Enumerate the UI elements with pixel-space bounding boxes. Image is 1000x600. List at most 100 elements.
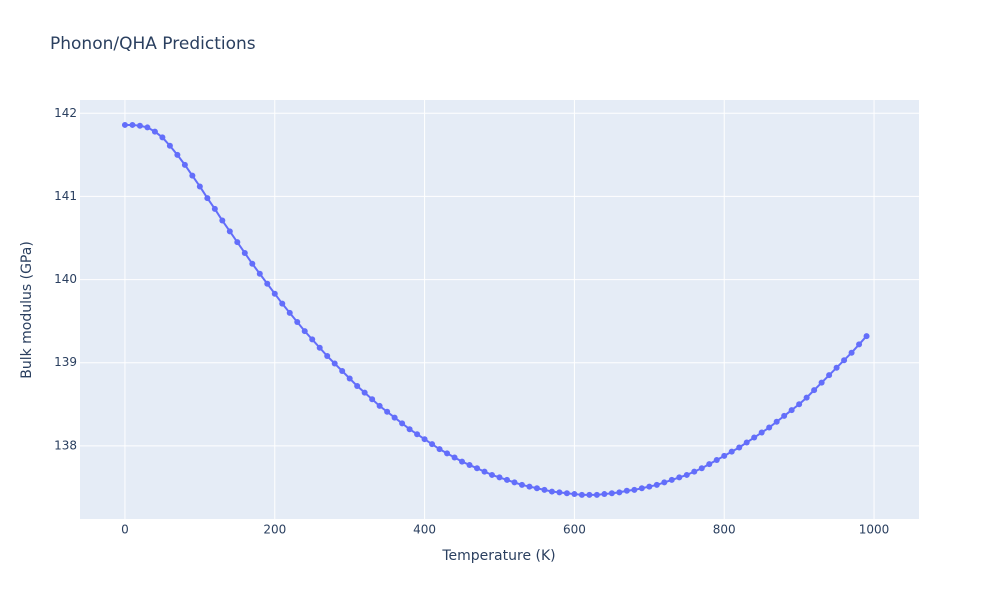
- point: [166, 142, 173, 149]
- point: [848, 349, 855, 356]
- point: [264, 280, 271, 287]
- point: [563, 490, 570, 497]
- point: [631, 486, 638, 493]
- point: [144, 124, 151, 131]
- point: [354, 382, 361, 389]
- point: [526, 483, 533, 490]
- point: [818, 379, 825, 386]
- point: [856, 341, 863, 348]
- point: [616, 489, 623, 496]
- point: [256, 270, 263, 277]
- point: [316, 344, 323, 351]
- point: [211, 205, 218, 212]
- point: [803, 394, 810, 401]
- x-tick-label: 0: [121, 523, 129, 537]
- point: [399, 420, 406, 427]
- x-tick-label: 1000: [859, 523, 890, 537]
- point: [736, 444, 743, 451]
- point: [751, 434, 758, 441]
- point: [459, 458, 466, 465]
- point: [121, 121, 128, 128]
- point: [136, 122, 143, 129]
- point: [129, 121, 136, 128]
- point: [833, 364, 840, 371]
- point: [623, 487, 630, 494]
- point: [271, 290, 278, 297]
- point: [481, 468, 488, 475]
- point: [533, 485, 540, 492]
- point: [638, 485, 645, 492]
- point: [436, 446, 443, 453]
- series-line: [124, 123, 868, 496]
- point: [556, 489, 563, 496]
- point: [414, 431, 421, 438]
- x-tick-label: 200: [263, 523, 286, 537]
- point: [728, 448, 735, 455]
- point: [788, 407, 795, 414]
- y-tick-label: 138: [54, 438, 77, 452]
- point: [496, 474, 503, 481]
- point: [691, 468, 698, 475]
- point: [743, 439, 750, 446]
- x-tick-label: 400: [413, 523, 436, 537]
- point: [608, 490, 615, 497]
- point: [773, 418, 780, 425]
- x-axis-label: Temperature (K): [441, 548, 555, 564]
- point: [661, 479, 668, 486]
- x-tick-label: 800: [713, 523, 736, 537]
- point: [339, 368, 346, 375]
- point: [219, 217, 226, 224]
- point: [204, 195, 211, 202]
- grid: [80, 100, 919, 519]
- point: [571, 491, 578, 498]
- point: [518, 481, 525, 488]
- point: [331, 360, 338, 367]
- point: [676, 474, 683, 481]
- point: [241, 249, 248, 256]
- point: [384, 408, 391, 415]
- chart-title: Phonon/QHA Predictions: [50, 34, 256, 54]
- point: [429, 441, 436, 448]
- point: [226, 228, 233, 235]
- point: [151, 128, 158, 135]
- point: [279, 300, 286, 307]
- y-axis-label: Bulk modulus (GPa): [19, 241, 35, 379]
- point: [841, 357, 848, 364]
- point: [758, 429, 765, 436]
- point: [324, 353, 331, 360]
- point: [796, 401, 803, 408]
- point: [444, 450, 451, 457]
- point: [466, 461, 473, 468]
- point: [294, 318, 301, 325]
- point: [174, 151, 181, 158]
- point: [474, 465, 481, 472]
- point: [601, 491, 608, 498]
- marks: [121, 121, 870, 498]
- point: [668, 476, 675, 483]
- point: [683, 471, 690, 478]
- point: [766, 424, 773, 431]
- point: [361, 389, 368, 396]
- point: [159, 134, 166, 141]
- y-tick-label: 140: [54, 272, 77, 286]
- point: [181, 161, 188, 168]
- point: [511, 479, 518, 486]
- point: [698, 465, 705, 472]
- point: [376, 402, 383, 409]
- point: [578, 491, 585, 498]
- point: [286, 309, 293, 316]
- point: [346, 375, 353, 382]
- point: [391, 414, 398, 421]
- y-tick-label: 142: [54, 106, 77, 120]
- point: [234, 239, 241, 246]
- point: [309, 336, 316, 343]
- point: [826, 372, 833, 379]
- point: [713, 456, 720, 463]
- point: [196, 183, 203, 190]
- point: [451, 454, 458, 461]
- point: [653, 481, 660, 488]
- point: [301, 328, 308, 335]
- plot-area: [80, 100, 919, 519]
- point: [863, 333, 870, 340]
